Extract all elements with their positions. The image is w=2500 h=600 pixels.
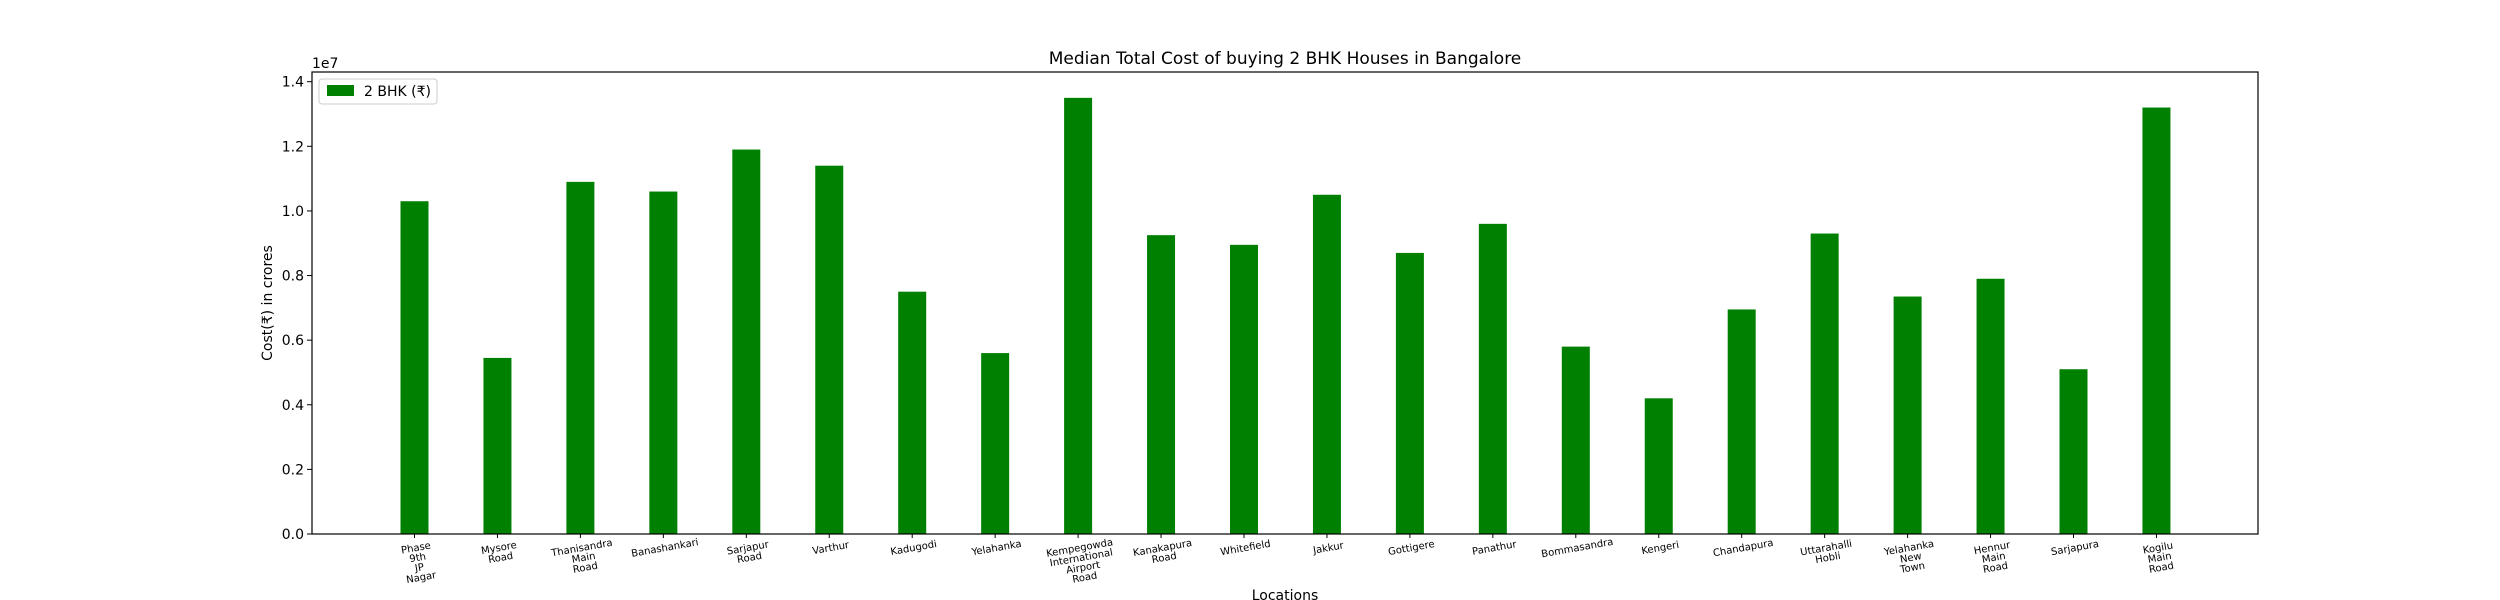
bar bbox=[1976, 278, 2005, 534]
bar bbox=[1561, 346, 1590, 534]
y-axis-offset-text: 1e7 bbox=[312, 56, 338, 72]
x-tick-label: SarjapurRoad bbox=[726, 539, 772, 567]
plot-area-frame bbox=[311, 71, 2259, 535]
x-tick-label: YelahankaNewTown bbox=[1882, 539, 1938, 578]
y-tick-label: 0.0 bbox=[282, 527, 304, 543]
x-tick-label: MysoreRoad bbox=[480, 540, 519, 567]
bar bbox=[2059, 369, 2088, 534]
bar bbox=[815, 165, 844, 534]
x-tick-label: Chandapura bbox=[1712, 538, 1774, 559]
x-tick-label: Varthur bbox=[812, 540, 851, 557]
x-tick-label: KanakapuraRoad bbox=[1132, 538, 1194, 569]
y-axis: 0.0 0.2 0.4 0.6 0.8 1.0 1.2 1.4 bbox=[282, 75, 312, 543]
y-tick-label: 1.0 bbox=[282, 204, 304, 220]
bar bbox=[898, 291, 927, 534]
x-tick-label: Bommasandra bbox=[1541, 537, 1615, 560]
y-tick-label: 0.6 bbox=[282, 333, 304, 349]
bar bbox=[400, 201, 429, 535]
bar bbox=[1478, 223, 1507, 534]
x-tick-label: Whitefield bbox=[1220, 539, 1272, 559]
bar bbox=[1395, 252, 1424, 535]
x-tick-label: KogiluMainRoad bbox=[2142, 540, 2177, 576]
y-tick-label: 0.8 bbox=[282, 269, 304, 285]
y-tick-label: 1.2 bbox=[282, 139, 304, 155]
bar bbox=[483, 357, 512, 534]
y-tick-label: 0.4 bbox=[282, 398, 304, 414]
x-tick-label: Yelahanka bbox=[970, 539, 1023, 559]
x-tick-label: HennurMainRoad bbox=[1973, 540, 2015, 577]
bar bbox=[2142, 107, 2171, 534]
legend-label: 2 BHK (₹) bbox=[364, 84, 431, 100]
bar bbox=[1312, 194, 1341, 534]
bar bbox=[1644, 398, 1673, 534]
bar bbox=[981, 353, 1010, 534]
x-tick-label: Sarjapura bbox=[2050, 539, 2100, 558]
x-tick-label: Kengeri bbox=[1641, 540, 1680, 557]
x-axis: Phase9thJPNagar MysoreRoad ThanisandraMain… bbox=[400, 534, 2177, 589]
x-tick-label: Gottigere bbox=[1387, 539, 1435, 558]
bar bbox=[732, 149, 761, 535]
bar bbox=[1727, 309, 1756, 534]
bar bbox=[649, 191, 678, 535]
x-tick-label: Kadugodi bbox=[890, 539, 938, 558]
y-axis-label: Cost(₹) in crores bbox=[260, 245, 276, 361]
bar bbox=[566, 181, 595, 534]
legend-swatch bbox=[327, 85, 354, 96]
x-tick-label: Banashankari bbox=[630, 537, 699, 560]
bar bbox=[1064, 97, 1093, 534]
chart-title: Median Total Cost of buying 2 BHK Houses… bbox=[1049, 49, 1522, 69]
y-tick-label: 1.4 bbox=[282, 75, 304, 91]
y-tick-label: 0.2 bbox=[282, 462, 304, 478]
x-tick-label: Panathur bbox=[1471, 539, 1518, 558]
x-axis-label: Locations bbox=[1252, 588, 1319, 600]
bar bbox=[1147, 235, 1176, 534]
bar bbox=[1810, 233, 1839, 535]
x-tick-label: Jakkur bbox=[1311, 540, 1345, 557]
x-tick-label: Phase9thJPNagar bbox=[400, 540, 438, 586]
x-tick-label: ThanisandraMainRoad bbox=[550, 538, 617, 579]
legend: 2 BHK (₹) bbox=[318, 78, 438, 105]
bar bbox=[1893, 296, 1922, 534]
x-tick-label: KempegowdaInternationalAirportRoad bbox=[1045, 537, 1119, 589]
bar bbox=[1230, 244, 1258, 534]
x-tick-label: UttarahalliHobli bbox=[1799, 539, 1854, 569]
bars-group bbox=[400, 97, 2171, 535]
